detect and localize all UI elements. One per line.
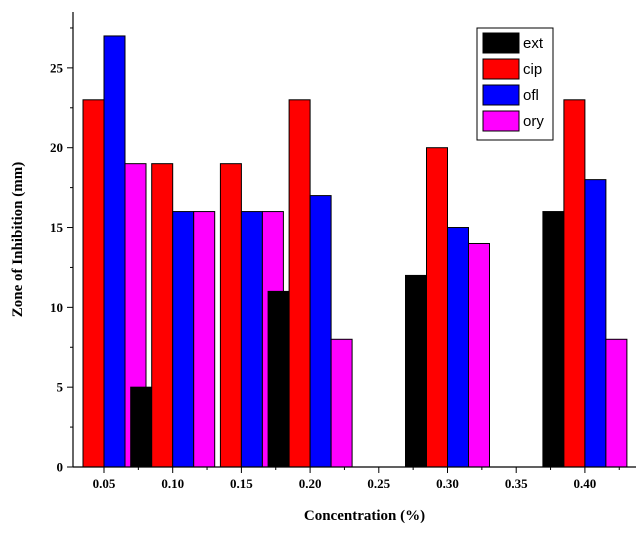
x-tick-label: 0.05 xyxy=(93,476,116,491)
bar-cip-0.05 xyxy=(82,99,105,468)
x-tick-label: 0.30 xyxy=(436,476,459,491)
legend-label-ofl: ofl xyxy=(523,87,539,104)
bar-ofl-0.40 xyxy=(584,179,607,468)
x-tick-label: 0.35 xyxy=(505,476,528,491)
bar-ory-0.10 xyxy=(193,211,216,468)
bar-ofl-0.15 xyxy=(240,211,263,468)
legend-swatch-cip xyxy=(482,58,520,80)
bar-ofl-0.20 xyxy=(309,195,332,468)
x-ticks: 0.05 0.10 0.15 0.20 0.25 0.30 0.35 0.40 xyxy=(93,467,620,491)
bar-ory-0.30 xyxy=(468,242,490,468)
bar-cip-0.10 xyxy=(151,163,174,468)
bar-cip-0.20 xyxy=(288,99,311,468)
x-tick-label: 0.25 xyxy=(367,476,390,491)
y-tick-label: 20 xyxy=(50,140,63,155)
bar-ofl-0.05 xyxy=(103,35,126,468)
legend: ext cip ofl ory xyxy=(476,27,554,141)
legend-swatch-ofl xyxy=(482,84,520,106)
x-axis-title: Concentration (%) xyxy=(304,508,425,524)
y-ticks: 0 5 10 15 20 25 xyxy=(50,27,73,475)
bar-ofl-0.10 xyxy=(172,211,195,468)
x-tick-label: 0.20 xyxy=(299,476,322,491)
axes-group xyxy=(72,12,636,468)
bar-cip-0.15 xyxy=(219,163,242,468)
legend-label-ext: ext xyxy=(523,35,544,52)
x-tick-label: 0.10 xyxy=(161,476,184,491)
x-tick-label: 0.15 xyxy=(230,476,253,491)
y-tick-label: 0 xyxy=(57,460,64,475)
bar-ofl-0.30 xyxy=(447,227,469,468)
y-axis-title: Zone of Inhibition (mm) xyxy=(10,162,26,317)
bar-ext-0.20 xyxy=(267,290,290,468)
legend-label-ory: ory xyxy=(523,113,544,130)
y-tick-label: 10 xyxy=(50,300,63,315)
y-tick-label: 25 xyxy=(50,60,64,75)
bars-group xyxy=(82,35,628,468)
bar-ext-0.10 xyxy=(130,386,153,468)
bar-cip-0.40 xyxy=(563,99,586,468)
bar-ext-0.40 xyxy=(542,211,565,468)
y-tick-label: 5 xyxy=(57,380,64,395)
legend-swatch-ext xyxy=(482,32,520,54)
bar-ory-0.20 xyxy=(330,338,353,468)
legend-label-cip: cip xyxy=(523,61,542,78)
bar-ory-0.40 xyxy=(605,338,628,468)
bar-cip-0.30 xyxy=(426,147,448,468)
x-tick-label: 0.40 xyxy=(574,476,597,491)
bar-ext-0.30 xyxy=(405,274,427,468)
y-tick-label: 15 xyxy=(50,220,64,235)
legend-swatch-ory xyxy=(482,110,520,132)
